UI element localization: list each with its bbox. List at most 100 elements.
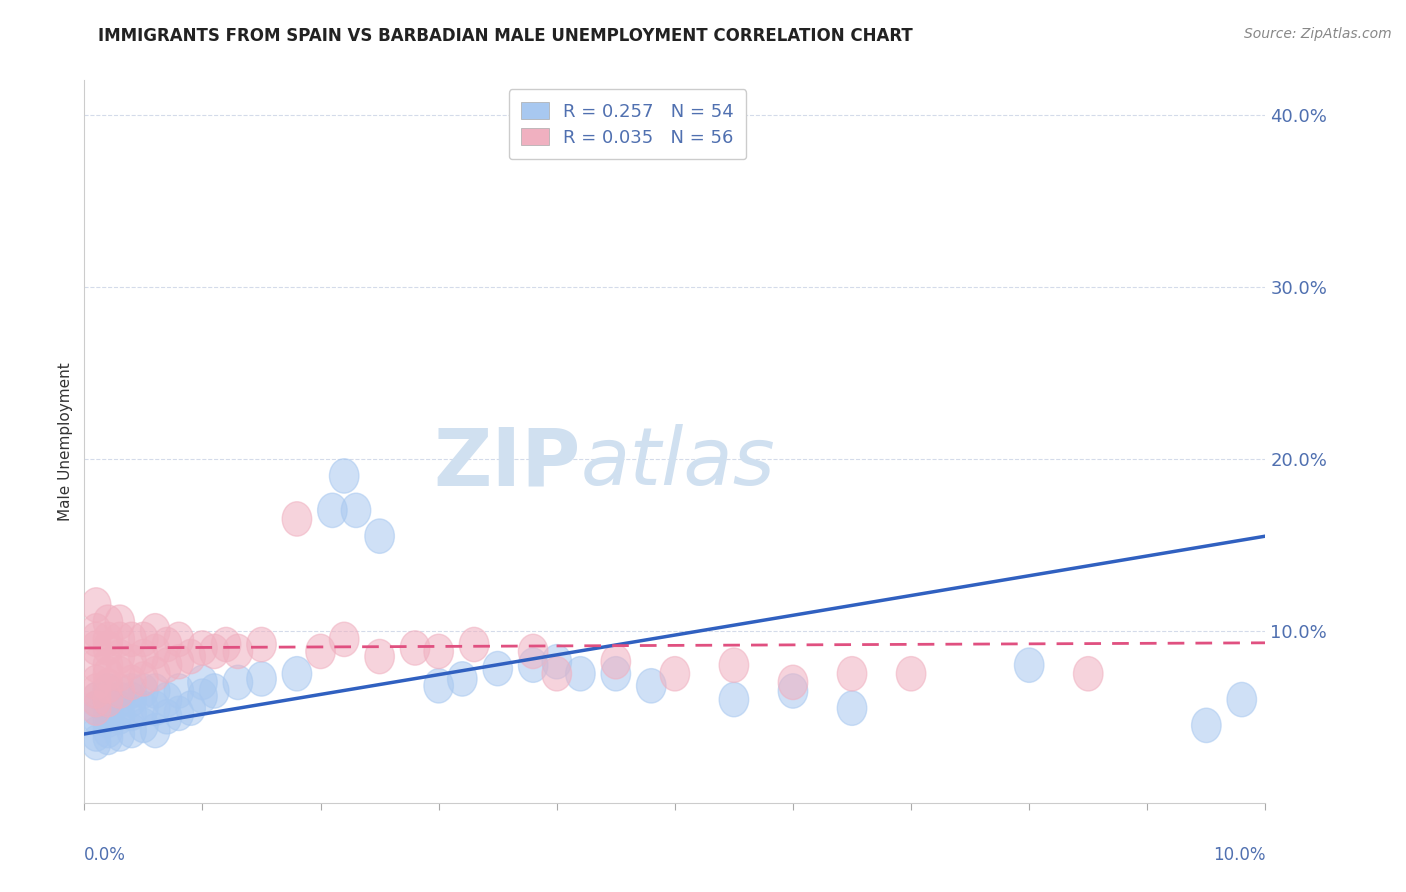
Ellipse shape (152, 682, 181, 717)
Text: 10.0%: 10.0% (1213, 847, 1265, 864)
Ellipse shape (165, 696, 194, 731)
Ellipse shape (200, 634, 229, 669)
Ellipse shape (519, 648, 548, 682)
Ellipse shape (141, 614, 170, 648)
Ellipse shape (129, 691, 159, 725)
Ellipse shape (117, 623, 146, 657)
Ellipse shape (176, 640, 205, 673)
Ellipse shape (82, 623, 111, 657)
Ellipse shape (93, 648, 122, 682)
Ellipse shape (329, 623, 359, 657)
Ellipse shape (224, 665, 253, 699)
Ellipse shape (211, 627, 240, 662)
Ellipse shape (82, 648, 111, 682)
Ellipse shape (342, 493, 371, 527)
Ellipse shape (105, 657, 135, 691)
Ellipse shape (152, 699, 181, 734)
Ellipse shape (82, 725, 111, 760)
Ellipse shape (117, 665, 146, 699)
Ellipse shape (1015, 648, 1043, 682)
Ellipse shape (897, 657, 927, 691)
Ellipse shape (838, 657, 868, 691)
Ellipse shape (141, 673, 170, 708)
Ellipse shape (105, 640, 135, 673)
Ellipse shape (141, 634, 170, 669)
Ellipse shape (1074, 657, 1104, 691)
Ellipse shape (82, 631, 111, 665)
Ellipse shape (117, 682, 146, 717)
Text: atlas: atlas (581, 425, 775, 502)
Ellipse shape (188, 665, 217, 699)
Ellipse shape (366, 640, 394, 673)
Ellipse shape (129, 708, 159, 742)
Ellipse shape (1192, 708, 1220, 742)
Ellipse shape (779, 673, 808, 708)
Ellipse shape (247, 662, 276, 696)
Ellipse shape (93, 703, 122, 738)
Ellipse shape (105, 717, 135, 751)
Ellipse shape (602, 645, 631, 679)
Ellipse shape (105, 673, 135, 708)
Ellipse shape (720, 682, 749, 717)
Text: 0.0%: 0.0% (84, 847, 127, 864)
Ellipse shape (105, 699, 135, 734)
Ellipse shape (93, 631, 122, 665)
Ellipse shape (117, 673, 146, 708)
Ellipse shape (661, 657, 690, 691)
Ellipse shape (165, 645, 194, 679)
Ellipse shape (224, 634, 253, 669)
Ellipse shape (283, 501, 312, 536)
Ellipse shape (425, 634, 453, 669)
Ellipse shape (105, 682, 135, 717)
Ellipse shape (117, 714, 146, 747)
Text: Source: ZipAtlas.com: Source: ZipAtlas.com (1244, 27, 1392, 41)
Ellipse shape (82, 682, 111, 717)
Ellipse shape (484, 651, 513, 686)
Ellipse shape (141, 691, 170, 725)
Text: IMMIGRANTS FROM SPAIN VS BARBADIAN MALE UNEMPLOYMENT CORRELATION CHART: IMMIGRANTS FROM SPAIN VS BARBADIAN MALE … (98, 27, 912, 45)
Ellipse shape (188, 679, 217, 714)
Ellipse shape (105, 605, 135, 640)
Ellipse shape (720, 648, 749, 682)
Ellipse shape (82, 665, 111, 699)
Ellipse shape (82, 717, 111, 751)
Ellipse shape (82, 673, 111, 708)
Ellipse shape (838, 691, 868, 725)
Ellipse shape (93, 673, 122, 708)
Ellipse shape (200, 673, 229, 708)
Ellipse shape (165, 623, 194, 657)
Ellipse shape (541, 657, 572, 691)
Ellipse shape (141, 657, 170, 691)
Ellipse shape (637, 669, 666, 703)
Ellipse shape (93, 691, 122, 725)
Ellipse shape (541, 645, 572, 679)
Ellipse shape (129, 640, 159, 673)
Ellipse shape (165, 673, 194, 708)
Ellipse shape (105, 691, 135, 725)
Legend: R = 0.257   N = 54, R = 0.035   N = 56: R = 0.257 N = 54, R = 0.035 N = 56 (509, 89, 747, 160)
Ellipse shape (82, 691, 111, 725)
Ellipse shape (93, 669, 122, 703)
Ellipse shape (82, 699, 111, 734)
Ellipse shape (93, 682, 122, 717)
Ellipse shape (117, 645, 146, 679)
Ellipse shape (93, 714, 122, 747)
Ellipse shape (401, 631, 430, 665)
Ellipse shape (283, 657, 312, 691)
Ellipse shape (602, 657, 631, 691)
Ellipse shape (176, 691, 205, 725)
Ellipse shape (247, 627, 276, 662)
Ellipse shape (318, 493, 347, 527)
Ellipse shape (460, 627, 489, 662)
Ellipse shape (1227, 682, 1257, 717)
Ellipse shape (307, 634, 336, 669)
Ellipse shape (82, 614, 111, 648)
Ellipse shape (519, 634, 548, 669)
Text: ZIP: ZIP (433, 425, 581, 502)
Ellipse shape (129, 662, 159, 696)
Ellipse shape (565, 657, 595, 691)
Ellipse shape (82, 588, 111, 623)
Ellipse shape (129, 623, 159, 657)
Ellipse shape (93, 720, 122, 755)
Ellipse shape (329, 458, 359, 493)
